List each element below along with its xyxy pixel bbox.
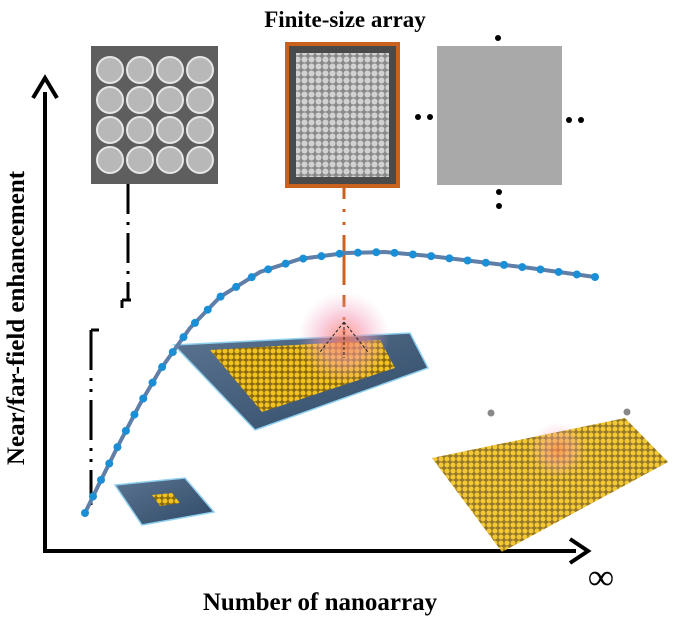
curve-dot [536,265,545,274]
diagram-title: Finite-size array [264,7,426,32]
large-nanoarray-plate [432,408,668,552]
curve-dot [481,258,490,267]
curve-dot [353,248,362,257]
curve-dot [390,248,399,257]
sem-image-large-array [437,46,562,185]
curve-dot [216,292,225,301]
curve-dot [168,348,177,357]
curve-dot [203,305,212,314]
nanodisk [156,116,184,144]
curve-dot [299,254,308,263]
ellipsis-dots [415,35,584,209]
curve-dot [88,492,97,501]
curve-dot [97,475,106,484]
nanodisk [126,56,154,84]
nanodisk [186,146,214,174]
nanodisk [156,56,184,84]
curve-dot [105,459,114,468]
curve-dot [139,394,148,403]
nanodisk [96,146,124,174]
curve-dot [232,282,241,291]
nanodisk [96,56,124,84]
curve-dot [500,260,509,269]
curve-dot [158,363,167,372]
curve-dot [148,378,157,387]
curve-dot [554,267,563,276]
curve-dot [121,426,130,435]
curve-dot [179,333,188,342]
infinity-symbol: ∞ [588,557,614,597]
nanodisk [156,146,184,174]
nanodisk [96,116,124,144]
curve-dot [317,252,326,261]
x-axis [43,537,592,565]
medium-nanoarray-plate [172,292,430,431]
curve-dot [572,270,581,279]
connector-black-dashdot [89,184,131,505]
curve-dot [445,254,454,263]
y-axis-label: Near/far-field enhancement [3,170,30,465]
curve-dot [335,249,344,258]
y-axis [31,74,59,553]
curve-dot [463,256,472,265]
sem-image-4x4 [91,46,218,184]
nanodisk [126,116,154,144]
nanodisk [156,86,184,114]
curve-dot [113,443,122,452]
curve-dot [408,250,417,259]
nanodisk [96,86,124,114]
nanodisk [186,116,214,144]
x-axis-label: Number of nanoarray [203,589,438,616]
nanodisk [126,86,154,114]
curve-dot [130,410,139,419]
curve-dot [190,318,199,327]
nanodisk [186,56,214,84]
nanodisk [126,146,154,174]
curve-dot [247,273,256,282]
curve-dot [518,263,527,272]
curve-dot [81,509,89,517]
curve-dot [427,252,436,261]
curve-dot [372,248,381,257]
curve-dot [264,265,273,274]
nanodisk [186,86,214,114]
curve-dot [591,273,599,281]
curve-dot [281,259,290,268]
sem-image-highlighted-array [285,42,400,188]
enhancement-curve [81,248,599,517]
small-nanoarray-plate [113,477,216,526]
